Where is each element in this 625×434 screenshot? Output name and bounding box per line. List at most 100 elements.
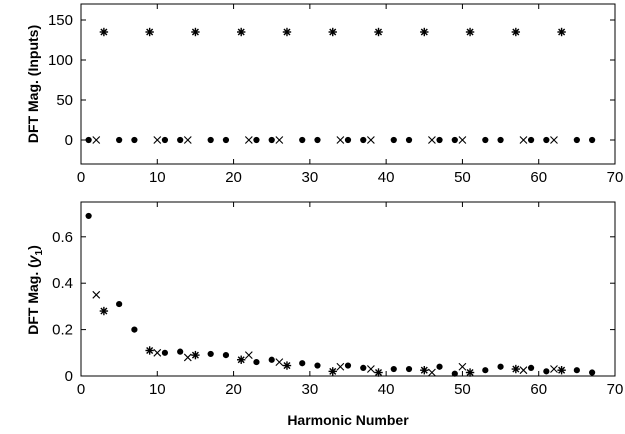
top-point-star — [191, 27, 200, 37]
bottom-point-star-stroke — [100, 307, 108, 315]
bottom-x-tick-label: 40 — [378, 381, 395, 398]
top-y-tick-label: 100 — [48, 52, 73, 69]
top-point-star — [420, 27, 429, 37]
top-point-x — [458, 136, 467, 144]
top-point-x — [336, 136, 345, 144]
bottom-point-x-stroke — [153, 348, 162, 357]
top-point-dot — [527, 136, 535, 144]
top-point-x-stroke — [244, 136, 253, 144]
top-point-dot — [390, 136, 397, 144]
bottom-point-x-stroke — [92, 290, 101, 299]
top-data-points — [85, 27, 596, 144]
top-point-dot — [222, 136, 230, 144]
top-point-star — [237, 27, 246, 37]
bottom-point-dot — [360, 364, 367, 371]
bottom-point-x-stroke — [550, 365, 558, 373]
top-point-star — [511, 27, 521, 37]
bottom-y-axis-label: DFT Mag. (y1) — [25, 245, 45, 335]
top-y-tick-label: 150 — [48, 12, 73, 29]
bottom-point-dot — [268, 356, 275, 363]
bottom-point-x — [428, 368, 436, 377]
bottom-point-star — [374, 368, 383, 377]
bottom-x-tick-label: 30 — [302, 381, 319, 398]
top-point-dot — [482, 136, 489, 144]
bottom-data-points — [85, 212, 596, 377]
bottom-point-star — [511, 364, 521, 374]
bottom-y-label-prefix: DFT Mag. ( — [25, 263, 41, 335]
top-point-dot — [451, 136, 458, 144]
bottom-point-star — [145, 346, 154, 355]
top-x-tick-label: 40 — [378, 169, 395, 186]
top-point-dot — [543, 136, 550, 144]
bottom-point-dot — [85, 212, 92, 220]
top-point-star-stroke — [374, 28, 383, 36]
bottom-point-star-stroke — [237, 356, 245, 364]
bottom-point-star-stroke — [191, 351, 199, 359]
bottom-point-x — [92, 290, 101, 299]
bottom-point-x-stroke — [183, 353, 192, 362]
bottom-point-x-stroke — [336, 362, 345, 371]
top-point-x-stroke — [366, 136, 375, 144]
bottom-point-dot — [527, 364, 535, 371]
top-point-x-stroke — [458, 136, 467, 144]
top-point-star — [465, 27, 475, 37]
bottom-point-dot — [116, 300, 123, 308]
bottom-point-x-stroke — [366, 365, 375, 373]
top-point-star-stroke — [466, 28, 474, 36]
top-point-dot — [161, 136, 169, 144]
bottom-point-x — [244, 351, 253, 360]
top-x-tick-label: 10 — [149, 169, 166, 186]
top-point-x-stroke — [275, 136, 284, 144]
bottom-point-dot — [207, 350, 214, 358]
top-point-dot — [268, 136, 275, 144]
top-point-star-stroke — [512, 28, 520, 36]
top-point-dot — [253, 136, 260, 144]
bottom-point-x — [458, 362, 467, 371]
bottom-panel: 0 10 20 30 40 50 60 70 0 0.2 0.4 0.6 DFT Mag. (y1)… — [25, 201, 624, 428]
bottom-point-x — [183, 353, 192, 362]
top-point-dot — [131, 136, 138, 144]
bottom-ticks — [80, 202, 616, 377]
bottom-point-star — [191, 350, 200, 360]
bottom-y-tick-label: 0 — [65, 368, 73, 385]
top-point-dot — [405, 136, 413, 144]
bottom-point-star — [237, 355, 246, 364]
top-point-dot — [299, 136, 306, 144]
top-point-star — [374, 27, 383, 37]
bottom-point-x-stroke — [519, 366, 528, 375]
top-point-x — [153, 136, 162, 144]
bottom-point-star-stroke — [374, 369, 383, 377]
bottom-point-dot — [131, 326, 138, 333]
top-point-star-stroke — [191, 28, 199, 36]
top-ticks — [80, 4, 616, 164]
bottom-point-dot — [299, 360, 306, 367]
bottom-point-star-stroke — [283, 362, 291, 370]
bottom-point-x — [153, 348, 162, 357]
top-point-star-stroke — [329, 28, 337, 36]
top-point-dot — [436, 136, 443, 144]
bottom-point-x — [519, 366, 528, 375]
top-point-dot — [497, 136, 504, 144]
bottom-point-dot — [405, 365, 413, 373]
bottom-y-tick-label: 0.4 — [52, 275, 73, 292]
top-point-star-stroke — [237, 28, 245, 36]
top-x-tick-label: 0 — [77, 169, 85, 186]
top-y-tick-label: 0 — [65, 132, 73, 149]
bottom-point-star — [328, 367, 337, 376]
bottom-y-label-sub: 1 — [34, 249, 45, 255]
bottom-point-dot — [344, 362, 352, 369]
top-point-dot — [344, 136, 352, 144]
top-y-axis-label: DFT Mag. (Inputs) — [25, 25, 41, 143]
top-point-x — [183, 136, 192, 144]
bottom-point-dot — [161, 349, 169, 356]
bottom-x-tick-label: 50 — [454, 381, 471, 398]
bottom-point-star-stroke — [558, 366, 566, 374]
top-x-tick-label: 20 — [225, 169, 242, 186]
bottom-point-star — [282, 361, 292, 370]
bottom-point-star — [420, 366, 429, 375]
top-point-star — [328, 27, 337, 37]
bottom-point-dot — [436, 363, 443, 370]
bottom-y-label-suffix: ) — [25, 245, 41, 250]
bottom-x-tick-label: 20 — [225, 381, 242, 398]
bottom-x-tick-labels: 0 10 20 30 40 50 60 70 — [77, 381, 624, 398]
